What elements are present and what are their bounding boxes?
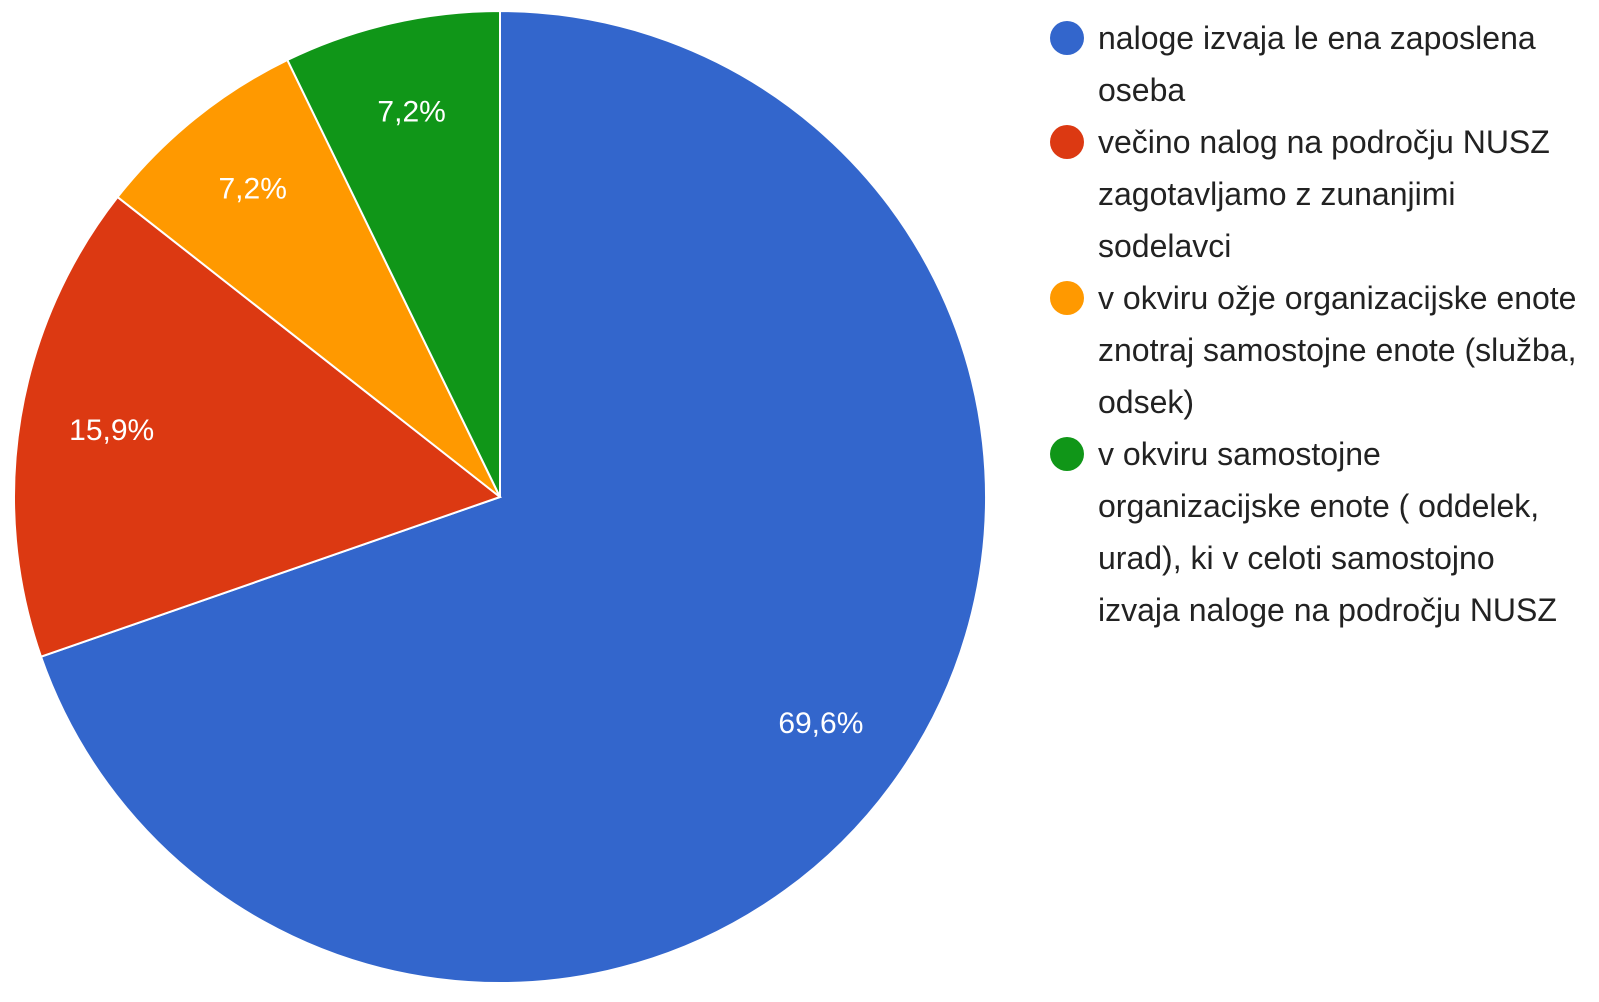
data-label: 69,6% <box>778 707 863 740</box>
legend-label: v okviru ožje organizacijske enote znotr… <box>1098 280 1577 420</box>
data-label: 7,2% <box>218 173 286 206</box>
pie-slice <box>13 195 503 659</box>
legend-marker <box>1050 21 1084 55</box>
pie-slice <box>116 58 501 498</box>
legend: naloge izvaja le ena zaposlena oseba veči… <box>1050 12 1580 636</box>
pie-slice <box>286 9 501 498</box>
legend-entry: večino nalog na področju NUSZ zagotavlja… <box>1050 116 1580 272</box>
legend-entry: v okviru ožje organizacijske enote znotr… <box>1050 272 1580 428</box>
legend-entry: v okviru samostojne organizacijske enote… <box>1050 428 1580 636</box>
data-label: 15,9% <box>69 414 154 447</box>
legend-marker <box>1050 281 1084 315</box>
legend-label: v okviru samostojne organizacijske enote… <box>1098 436 1557 628</box>
legend-entry: naloge izvaja le ena zaposlena oseba <box>1050 12 1580 116</box>
legend-marker <box>1050 437 1084 471</box>
legend-label: naloge izvaja le ena zaposlena oseba <box>1098 20 1536 108</box>
pie-area: 69,6% 15,9% 7,2% 7,2% <box>13 9 987 984</box>
legend-marker <box>1050 125 1084 159</box>
legend-label: večino nalog na področju NUSZ zagotavlja… <box>1098 124 1550 264</box>
data-label: 7,2% <box>377 95 445 128</box>
pie-slice <box>39 9 987 984</box>
